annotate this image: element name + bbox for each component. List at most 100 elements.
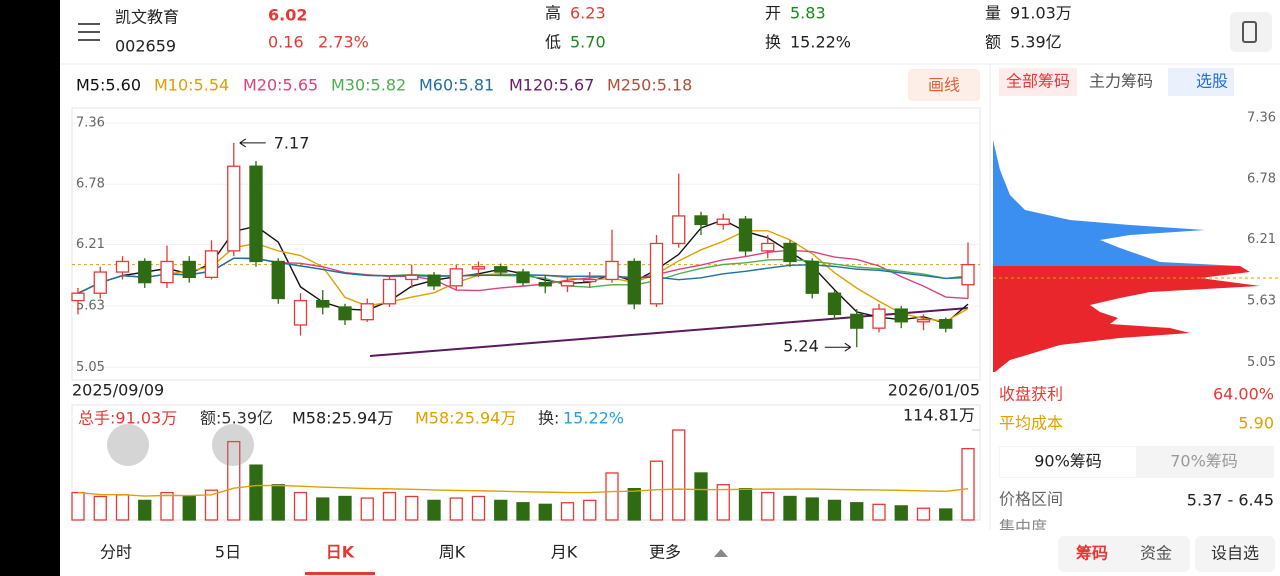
candle-body <box>71 292 85 302</box>
volume-bar <box>494 499 508 521</box>
range-tab[interactable]: 70%筹码 <box>1170 452 1238 471</box>
period-tab[interactable]: 更多 <box>649 543 681 562</box>
fund-button[interactable]: 资金 <box>1140 544 1172 563</box>
volume-bar <box>894 505 908 521</box>
stat-label: 低 <box>545 33 561 52</box>
annotation-arrow <box>824 342 852 352</box>
stat-label: 额 <box>985 33 1001 52</box>
candle-body <box>382 278 397 305</box>
candle-body <box>249 165 263 263</box>
volume-max-label: 114.81万 <box>903 406 975 425</box>
candle-body <box>360 303 374 321</box>
candle-body <box>338 306 352 321</box>
volume-bar <box>182 495 196 521</box>
volume-bar <box>293 491 308 521</box>
volume-label: 额:5.39亿 <box>200 409 273 428</box>
candle-body <box>204 250 219 278</box>
candle-body <box>560 280 575 287</box>
stat-value: 91.03万 <box>1010 4 1072 23</box>
volume-bar <box>538 503 552 521</box>
chip-tab-bg[interactable] <box>999 68 1077 96</box>
volume-bar <box>872 503 886 521</box>
volume-bar <box>716 484 730 521</box>
candle-body <box>916 319 931 323</box>
candle-body <box>516 271 530 284</box>
active-tab-underline <box>305 572 375 575</box>
ma-label: M60:5.81 <box>419 76 494 95</box>
candle-body <box>271 260 285 300</box>
volume-bar <box>516 502 530 521</box>
volume-bar <box>138 499 152 521</box>
y-tick-label: 7.36 <box>76 115 105 130</box>
period-tab[interactable]: 月K <box>551 543 578 562</box>
end-date: 2026/01/05 <box>888 381 980 400</box>
more-arrow <box>714 549 728 557</box>
volume-bar <box>427 499 441 521</box>
candle-body <box>627 260 641 305</box>
candle-body <box>293 299 308 326</box>
period-tab[interactable]: 周K <box>439 543 466 562</box>
volume-bar <box>382 491 397 521</box>
range-tab[interactable]: 90%筹码 <box>1034 452 1102 471</box>
range-label: 价格区间 <box>999 490 1063 509</box>
chip-tab[interactable]: 全部筹码 <box>1006 72 1070 91</box>
volume-bar <box>71 491 85 521</box>
period-tab[interactable]: 分时 <box>100 543 132 562</box>
volume-label: M58:25.94万 <box>292 409 393 428</box>
prev-button[interactable] <box>107 424 149 466</box>
ma-label: M5:5.60 <box>76 76 141 95</box>
period-tab[interactable]: 日K <box>326 543 355 562</box>
candle-body <box>427 274 441 287</box>
volume-bar <box>204 489 219 521</box>
volume-label: 15.22% <box>563 409 624 428</box>
candle-body <box>694 215 708 226</box>
candle-body <box>449 268 463 287</box>
menu-icon[interactable] <box>78 23 100 41</box>
chip-button[interactable]: 筹码 <box>1076 544 1108 563</box>
volume-label: M58:25.94万 <box>415 409 516 428</box>
chip-axis-label: 5.05 <box>1247 355 1276 370</box>
candle-body <box>227 165 241 252</box>
chip-tab[interactable]: 选股 <box>1196 72 1228 91</box>
volume-bar <box>761 491 775 521</box>
volume-bar <box>961 447 975 521</box>
y-tick-label: 6.78 <box>76 177 105 192</box>
draw-button[interactable] <box>908 69 980 101</box>
ma120-line <box>369 307 969 357</box>
chip-loss-area <box>993 266 1260 372</box>
volume-bar <box>805 497 819 521</box>
volume-bar <box>160 491 174 521</box>
volume-bar <box>738 487 753 521</box>
ma-label: M120:5.67 <box>509 76 594 95</box>
candle-body <box>605 260 619 281</box>
chip-row-label: 平均成本 <box>999 414 1063 433</box>
volume-label: 换: <box>538 409 559 428</box>
volume-bar <box>605 472 619 521</box>
volume-bar <box>827 499 842 521</box>
chip-tab-bg[interactable] <box>1168 68 1234 96</box>
period-tab[interactable]: 5日 <box>215 543 241 562</box>
volume-bar <box>360 497 374 521</box>
stat-value: 6.23 <box>570 4 606 23</box>
chip-axis-label: 5.63 <box>1247 293 1276 308</box>
candle-body <box>160 260 174 284</box>
candle-body <box>939 319 953 329</box>
start-date: 2025/09/09 <box>72 381 164 400</box>
candle-body <box>583 278 597 283</box>
favorite-button[interactable] <box>1195 536 1275 572</box>
volume-bar <box>93 495 107 521</box>
screen-button[interactable] <box>1230 12 1272 52</box>
price: 6.02 <box>268 6 307 25</box>
range-tab-active[interactable] <box>1000 447 1136 477</box>
chip-tab[interactable]: 主力筹码 <box>1089 72 1153 91</box>
ma-label: M10:5.54 <box>154 76 229 95</box>
candle-body <box>494 266 508 273</box>
favorite-label[interactable]: 设自选 <box>1211 544 1259 563</box>
stat-value: 15.22% <box>790 33 851 52</box>
next-button[interactable] <box>212 424 254 466</box>
y-tick-label: 6.21 <box>76 237 105 252</box>
stat-label: 高 <box>545 4 561 23</box>
chip-switch <box>1058 536 1190 572</box>
volume-bar <box>783 495 797 521</box>
